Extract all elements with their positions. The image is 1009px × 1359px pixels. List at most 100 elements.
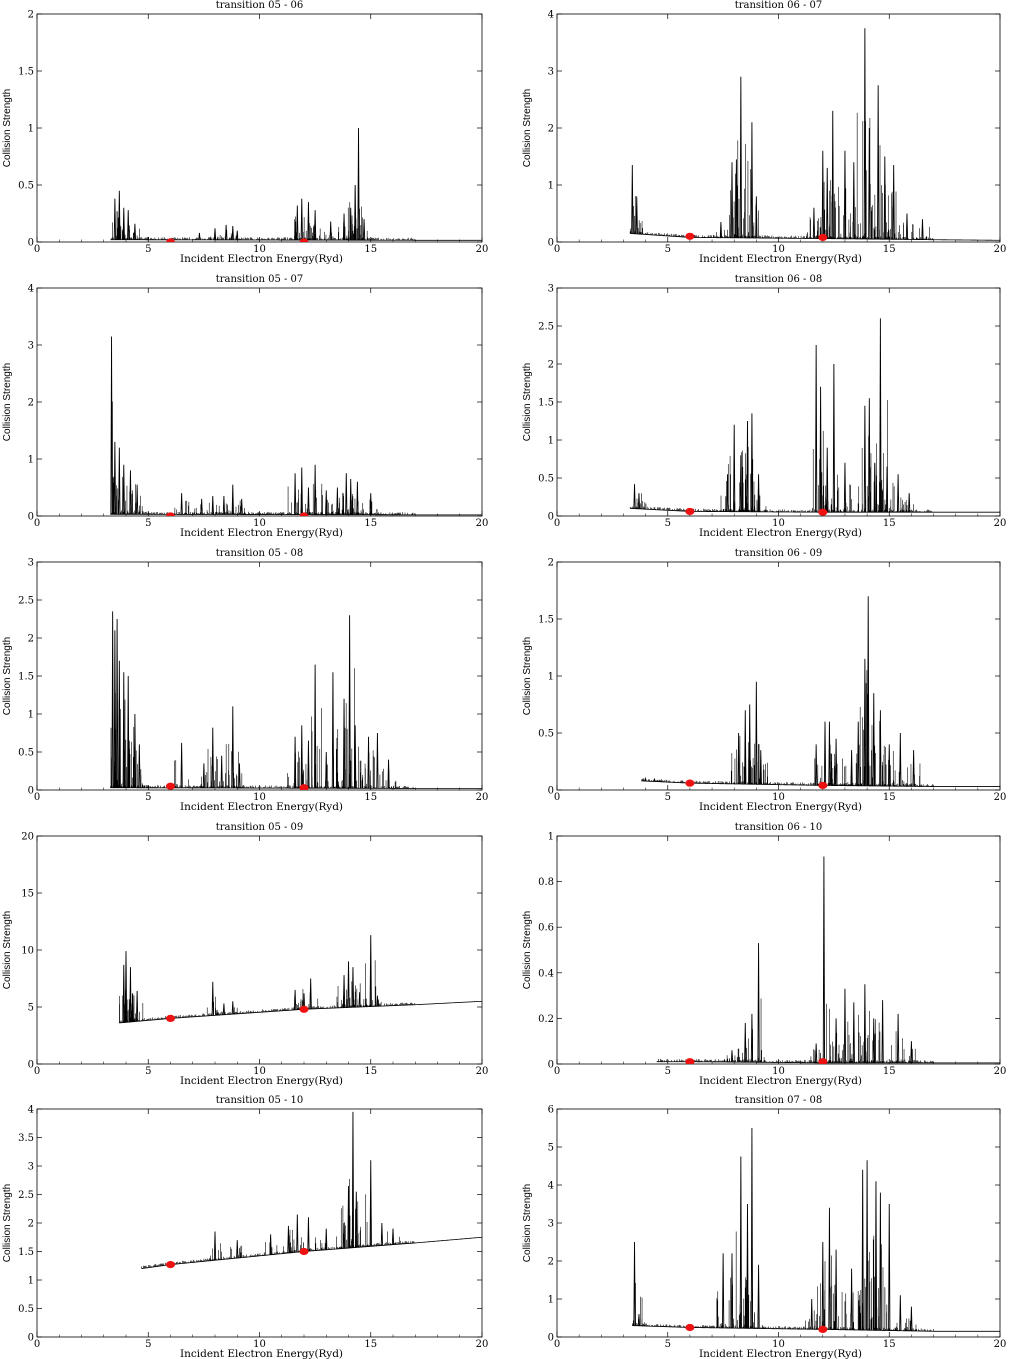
y-tick-label: 20 xyxy=(21,832,34,843)
resonance-peak xyxy=(826,167,829,239)
resonance-peak xyxy=(722,1253,725,1328)
x-tick-label: 15 xyxy=(883,1339,896,1350)
resonance-peak xyxy=(180,493,183,515)
resonance-peak xyxy=(757,943,760,1063)
resonance-peak xyxy=(874,1181,878,1331)
y-tick-label: 0.5 xyxy=(18,748,34,759)
chart-panel-10: transition 07 - 08 0 5 10 15 20 0 1 2 3 4 5 6 Inciden… xyxy=(522,1095,1006,1359)
resonance-peak xyxy=(863,984,866,1063)
x-tick-label: 10 xyxy=(253,244,266,255)
resonance-peak xyxy=(345,473,348,515)
x-tick-label: 15 xyxy=(364,244,377,255)
resonance-peak xyxy=(865,1160,869,1331)
y-axis-label: Collision Strength xyxy=(2,911,13,989)
reference-point xyxy=(299,238,309,242)
y-tick-label: 2 xyxy=(28,10,34,21)
x-tick-label: 15 xyxy=(364,518,377,529)
resonance-peak xyxy=(296,1214,299,1253)
y-tick-label: 0.5 xyxy=(538,729,554,740)
y-tick-label: 0.5 xyxy=(538,474,554,485)
plot-frame xyxy=(556,835,1001,1065)
resonance-texture xyxy=(632,1231,934,1332)
chart-title: transition 06 - 09 xyxy=(735,548,823,559)
y-tick-label: 15 xyxy=(21,889,34,900)
chart-title: transition 05 - 09 xyxy=(216,822,304,833)
resonance-peak xyxy=(815,1043,818,1063)
resonance-peak xyxy=(832,363,835,513)
reference-point xyxy=(685,779,695,787)
resonance-peak xyxy=(293,473,297,515)
plot-frame xyxy=(36,13,483,243)
y-tick-label: 0 xyxy=(548,1060,554,1071)
resonance-peak xyxy=(325,490,328,515)
resonance-peak xyxy=(730,162,734,238)
x-tick-label: 10 xyxy=(772,518,785,529)
resonance-peak xyxy=(238,763,241,789)
resonance-peak xyxy=(222,1003,226,1015)
x-tick-label: 0 xyxy=(34,518,40,529)
plot-frame xyxy=(36,835,483,1065)
y-tick-label: 1.5 xyxy=(18,672,34,683)
y-tick-label: 2 xyxy=(548,558,554,569)
x-tick-label: 10 xyxy=(772,792,785,803)
resonance-peak xyxy=(739,76,742,238)
resonance-peak xyxy=(296,205,299,241)
y-tick-label: 1 xyxy=(548,1295,554,1306)
resonance-peak xyxy=(755,681,758,785)
resonance-peak xyxy=(307,487,310,515)
reference-point xyxy=(299,1005,309,1013)
x-tick-label: 20 xyxy=(994,1066,1007,1077)
resonance-peak xyxy=(200,498,203,515)
x-tick-label: 15 xyxy=(883,244,896,255)
x-tick-label: 20 xyxy=(476,1066,489,1077)
chart-title: transition 07 - 08 xyxy=(735,1095,823,1106)
y-tick-label: 10 xyxy=(21,946,34,957)
y-tick-label: 2.5 xyxy=(18,596,34,607)
y-tick-label: 1.5 xyxy=(538,615,554,626)
resonance-peak xyxy=(347,961,350,1008)
resonance-peak xyxy=(355,1191,358,1248)
resonance-peak xyxy=(110,336,113,515)
plot-frame xyxy=(36,287,483,517)
chart-panel-4: transition 06 - 08 0 5 10 15 20 0 0.5 1 1.5 2 2.5 3 I… xyxy=(522,274,1006,539)
resonance-peak xyxy=(863,405,866,513)
resonance-texture xyxy=(629,399,934,513)
resonance-peak xyxy=(719,222,723,238)
resonance-peak xyxy=(821,1241,824,1330)
resonance-peak xyxy=(821,150,824,239)
resonance-peak xyxy=(213,228,217,240)
x-tick-label: 0 xyxy=(554,244,560,255)
resonance-peak xyxy=(231,706,234,789)
y-tick-label: 3 xyxy=(28,1162,34,1173)
resonance-peak xyxy=(127,675,130,788)
reference-point xyxy=(818,781,828,790)
resonance-peak xyxy=(819,386,822,513)
x-axis-label: Incident Electron Energy(Ryd) xyxy=(699,253,862,265)
reference-point xyxy=(685,507,695,516)
resonance-peak xyxy=(113,441,116,515)
y-axis-label: Collision Strength xyxy=(522,89,533,167)
resonance-peak xyxy=(357,127,360,241)
x-axis-label: Incident Electron Energy(Ryd) xyxy=(699,527,862,539)
x-tick-label: 5 xyxy=(665,792,671,803)
x-tick-label: 5 xyxy=(665,1066,671,1077)
resonance-peak xyxy=(750,1127,754,1329)
chart-title: transition 06 - 08 xyxy=(735,274,823,285)
plot-frame xyxy=(556,287,1001,517)
resonance-peak xyxy=(905,213,909,240)
y-axis-label: Collision Strength xyxy=(522,637,533,715)
x-tick-label: 15 xyxy=(883,792,896,803)
chart-title: transition 06 - 07 xyxy=(735,0,823,11)
x-tick-label: 20 xyxy=(476,1339,489,1350)
resonance-peak xyxy=(757,1264,760,1329)
x-tick-label: 20 xyxy=(476,792,489,803)
plot-frame xyxy=(556,561,1001,791)
resonance-peak xyxy=(843,150,847,239)
y-tick-label: 1.5 xyxy=(538,398,554,409)
resonance-peak xyxy=(815,344,818,513)
y-tick-label: 0.2 xyxy=(538,1014,554,1025)
resonance-peak xyxy=(850,750,853,786)
reference-point xyxy=(166,1014,175,1023)
resonance-peak xyxy=(843,988,847,1063)
x-axis-label: Incident Electron Energy(Ryd) xyxy=(699,1348,862,1359)
